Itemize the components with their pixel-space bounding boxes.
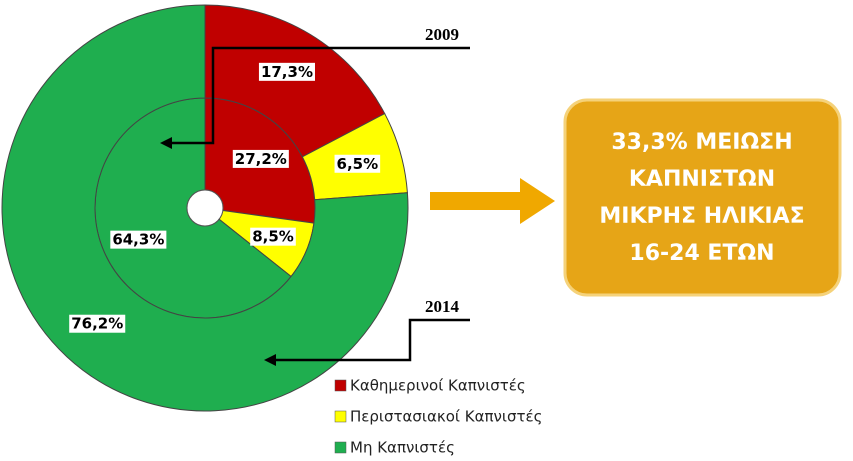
data-label: 6,5%	[337, 155, 379, 173]
callout-line: ΚΑΠΝΙΣΤΩΝ	[629, 167, 775, 192]
label-bg	[250, 227, 296, 246]
arrow-head	[160, 137, 172, 149]
slice	[1, 4, 409, 412]
big-arrow	[430, 178, 555, 224]
label-bg	[258, 62, 315, 81]
series-label: 2014	[425, 297, 460, 316]
data-label: 17,3%	[261, 63, 313, 81]
callout-line: ΜΙΚΡΗΣ ΗΛΙΚΙΑΣ	[599, 204, 804, 229]
legend-label: Μη Καπνιστές	[350, 439, 455, 457]
arrow-head	[264, 354, 276, 366]
callout-line: 33,3% ΜΕΙΩΣΗ	[611, 130, 792, 155]
legend-swatch	[334, 441, 347, 454]
data-label: 76,2%	[71, 315, 123, 333]
slice	[204, 4, 386, 158]
data-label: 8,5%	[252, 228, 294, 246]
series-label: 2009	[425, 25, 459, 44]
arrow-2009	[170, 46, 470, 145]
label-bg	[69, 314, 126, 333]
arrow-2014	[275, 318, 470, 362]
legend-label: Περιστασιακοί Καπνιστές	[350, 408, 542, 426]
label-bg	[232, 149, 289, 168]
legend-label: Καθημερινοί Καπνιστές	[350, 377, 526, 395]
legend-swatch	[334, 410, 347, 423]
callout-text: 33,3% ΜΕΙΩΣΗ ΚΑΠΝΙΣΤΩΝ ΜΙΚΡΗΣ ΗΛΙΚΙΑΣ 16-24…	[599, 130, 804, 266]
legend-swatch	[334, 379, 347, 392]
labels: 27,2% 8,5% 64,3% 17,3% 6,5% 76,2%	[69, 62, 381, 333]
label-bg	[110, 230, 167, 249]
callout-line: 16-24 ΕΤΩΝ	[629, 241, 774, 266]
data-label: 64,3%	[112, 231, 164, 249]
callout-box	[563, 98, 842, 297]
hole	[186, 189, 224, 227]
rings	[1, 4, 409, 412]
data-label: 27,2%	[235, 150, 287, 168]
label-bg	[334, 154, 381, 173]
legend: Καθημερινοί Καπνιστές Περιστασιακοί Καπνι…	[334, 377, 542, 457]
